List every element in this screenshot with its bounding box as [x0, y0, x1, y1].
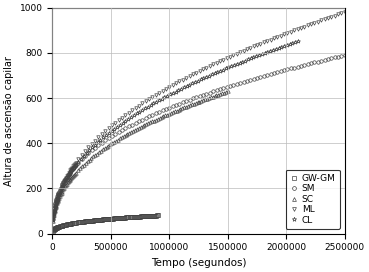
CL: [66, 174, 71, 177]
Line: ML: ML: [51, 10, 346, 222]
SM: [83, 154, 87, 158]
CL: [170, 91, 175, 95]
SM: [295, 65, 300, 68]
ML: [51, 218, 55, 222]
SC: [66, 180, 71, 183]
GW-GM: [51, 229, 55, 232]
Legend: GW-GM, SM, SC, ML, CL: GW-GM, SM, SC, ML, CL: [286, 170, 340, 229]
Line: CL: CL: [51, 39, 300, 222]
GW-GM: [141, 215, 146, 218]
CL: [257, 54, 261, 57]
SC: [91, 155, 96, 158]
CL: [51, 218, 55, 222]
SM: [51, 215, 55, 218]
SM: [191, 97, 195, 100]
GW-GM: [66, 222, 71, 226]
ML: [57, 192, 61, 196]
X-axis label: Tempo (segundos): Tempo (segundos): [151, 258, 246, 268]
ML: [342, 11, 347, 14]
Line: SM: SM: [51, 53, 346, 218]
ML: [66, 172, 71, 175]
SM: [342, 54, 347, 57]
SC: [140, 124, 145, 128]
Line: GW-GM: GW-GM: [52, 214, 159, 232]
Y-axis label: Altura de ascensão capilar: Altura de ascensão capilar: [4, 56, 14, 186]
CL: [98, 138, 103, 141]
ML: [103, 129, 107, 133]
SC: [199, 99, 204, 103]
GW-GM: [110, 217, 115, 220]
SC: [225, 90, 230, 93]
Line: SC: SC: [51, 90, 230, 222]
CL: [82, 154, 86, 157]
SC: [57, 196, 61, 200]
SC: [80, 165, 84, 168]
ML: [191, 73, 195, 76]
SC: [51, 219, 55, 222]
SM: [57, 190, 61, 193]
GW-GM: [84, 220, 89, 223]
CL: [57, 193, 61, 196]
GW-GM: [57, 225, 61, 228]
SM: [103, 139, 107, 142]
ML: [83, 150, 87, 153]
GW-GM: [155, 214, 160, 217]
SM: [66, 172, 71, 176]
CL: [296, 39, 300, 43]
ML: [295, 27, 300, 31]
GW-GM: [78, 221, 82, 224]
